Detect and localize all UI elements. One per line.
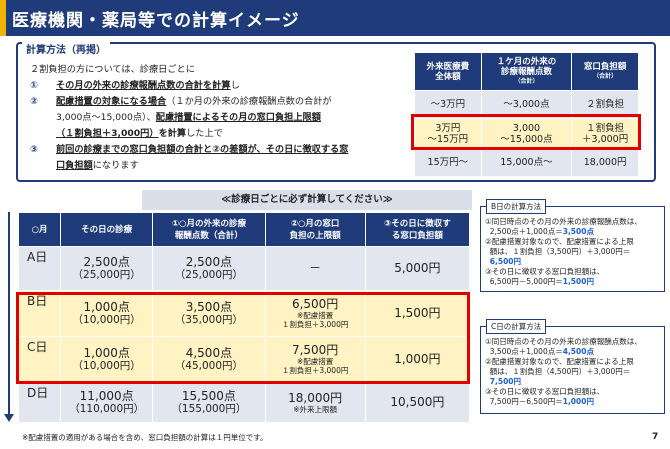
col-header-visit: その日の診療 <box>60 212 154 247</box>
timeline-arrow <box>8 212 10 418</box>
daily-calc-table: ○月 その日の診療 ①○月の外来の診療 報酬点数（合計） ②○月の窓口 負担の上限額… <box>17 212 471 423</box>
table-row: B日 1,000点 （10,000円） 3,500点 （35,000円） 6,500… <box>17 290 471 337</box>
cost-tier-table: 外来医療費 全体額 １ケ月の外来の 診療報酬点数 （合計） 窓口負担額 （合計） ～3万… <box>414 52 639 177</box>
table-row: D日 11,000点 （110,000円） 15,500点 （155,000円） 1… <box>17 382 471 423</box>
page-number: 7 <box>652 432 659 442</box>
side-calc-c-tag: C日の計算方法 <box>486 319 547 334</box>
calc-method-label: 計算方法（再掲） <box>22 41 110 56</box>
calc-step-2: ② 配慮措置の対象になる場合（１か月の外来の診療報酬点数の合計が <box>30 96 332 107</box>
calc-method-text: ２割負担の方については、診療日ごとに ① その月の外来の診療報酬点数の合計を計算し… <box>30 62 410 174</box>
tier-highlight-frame <box>411 114 641 150</box>
tier-header-copay: 窓口負担額 （合計） <box>571 52 639 91</box>
side-calc-c: ①同日時点のその月の外来の診療報酬点数は、 3,500点＋1,000点＝4,50… <box>480 326 665 414</box>
side-calc-b-tag: B日の計算方法 <box>486 199 547 214</box>
table-row: A日 2,500点 （25,000円） 2,500点 （25,000円） － 5,0… <box>17 246 471 291</box>
instruction-banner: ≪診療日ごとに必ず計算してください≫ <box>142 190 472 210</box>
footnote: ※配慮措置の適用がある場合を含め、窓口負担額の計算は１円単位です。 <box>22 433 268 442</box>
side-calc-b: ①同日時点のその月の外来の診療報酬点数は、 2,500点＋1,000点＝3,50… <box>480 206 665 292</box>
title-accent <box>0 0 6 36</box>
calc-method-box <box>16 42 656 182</box>
col-header-charge: ③その日に徴収す る窓口負担額 <box>364 212 471 247</box>
arrow-down-icon <box>4 414 14 422</box>
calc-step-1: ① その月の外来の診療報酬点数の合計を計算し <box>30 80 240 91</box>
tier-row: 15万円～ 15,000点～ 18,000円 <box>414 148 639 177</box>
page-title: 医療機関・薬局等での計算イメージ <box>12 11 300 31</box>
tier-row-highlighted: 3万円 ～15万円 3,000 ～15,000点 １割負担 ＋3,000円 <box>414 118 639 149</box>
title-bar: 医療機関・薬局等での計算イメージ <box>0 0 670 36</box>
tier-header-points: １ケ月の外来の 診療報酬点数 （合計） <box>480 52 573 91</box>
rows-highlight-frame <box>16 292 470 384</box>
col-header-month: ○月 <box>17 212 62 247</box>
col-header-cap: ②○月の窓口 負担の上限額 <box>264 212 366 247</box>
tier-header-total: 外来医療費 全体額 <box>414 52 482 91</box>
calc-step-3: ③ 前回の診療までの窓口負担額の合計と②の差額が、その日に徴収する窓 <box>30 144 349 155</box>
calc-intro: ２割負担の方については、診療日ごとに <box>30 64 195 75</box>
col-header-total-points: ①○月の外来の診療 報酬点数（合計） <box>152 212 266 247</box>
table-row: C日 1,000点 （10,000円） 4,500点 （45,000円） 7,500… <box>17 336 471 383</box>
